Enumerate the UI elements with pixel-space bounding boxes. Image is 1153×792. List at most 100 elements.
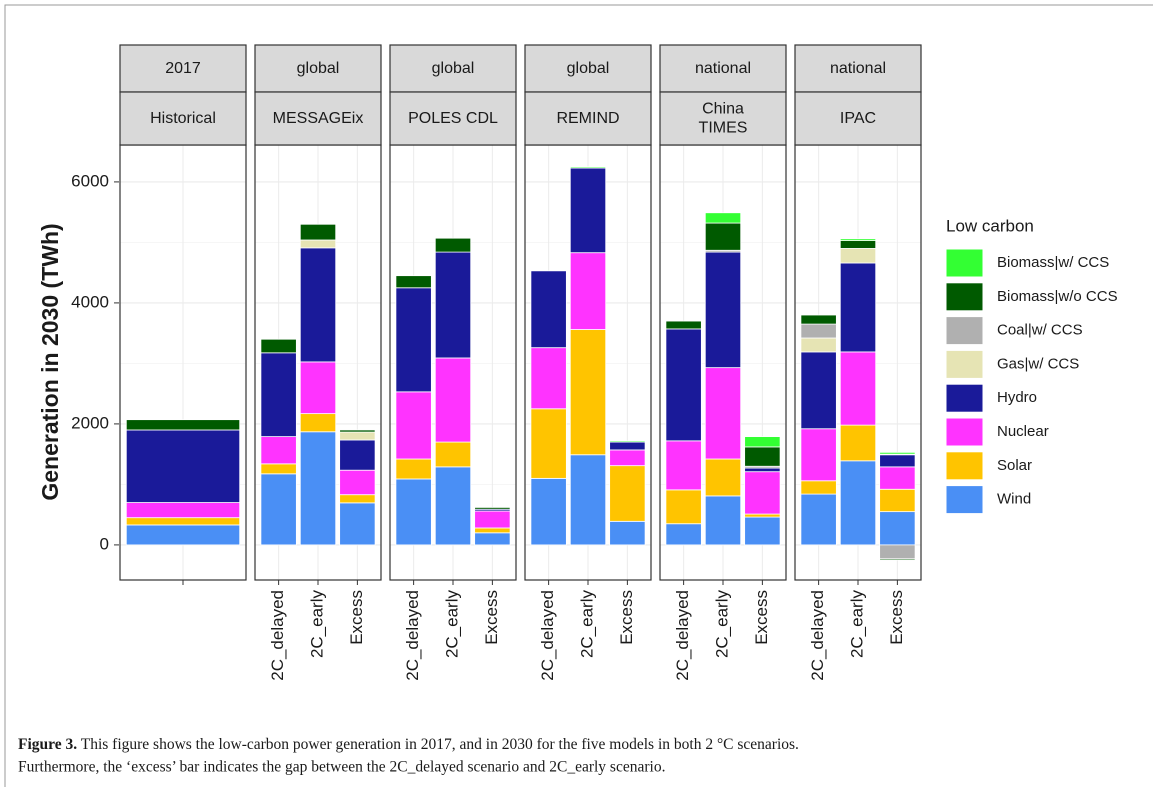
strip-top [524,44,652,93]
bar-segment [299,413,337,433]
bar-segment [260,338,297,354]
bar-segment [744,471,781,515]
bar-segment [879,454,916,468]
bar-segment [879,544,916,560]
legend-label: Biomass|w/ CCS [997,254,1109,271]
bar-segment [839,238,877,241]
bar-segment [609,440,646,443]
y-tick-label: 4000 [71,292,109,311]
bar-segment [879,488,916,513]
strip-top [389,44,517,93]
bar-segment [569,252,607,330]
bar-segment [299,239,337,249]
bar-segment [744,513,781,518]
strip-top [119,44,247,93]
strip-bottom-label: POLES CDL [408,110,498,127]
figure-frame [4,4,1153,792]
bar-segment [474,510,511,529]
bar-segment [609,441,646,451]
y-tick-label: 6000 [71,171,109,190]
caption-label: Figure 3. [18,736,77,753]
bar-segment [665,328,702,442]
bar-segment [839,424,877,462]
x-tick-label: 2C_delayed [403,590,422,681]
bar-segment [299,223,337,241]
legend-key [945,248,984,278]
bar-segment [839,262,877,353]
bar-segment [260,436,297,465]
x-tick-label: 2C_delayed [268,590,287,681]
x-tick-label: 2C_delayed [538,590,557,681]
legend-key [945,451,984,481]
strip-bottom [659,91,787,146]
legend-label: Wind [997,491,1031,508]
bar-segment [800,323,837,339]
bar-segment [665,440,702,491]
bar-segment [474,532,511,546]
strip-top [659,44,787,93]
bar-segment [395,391,432,460]
bar-segment [569,454,607,546]
bar-segment [339,494,376,504]
legend-key [945,282,984,312]
bar-segment [839,351,877,426]
bar-segment [125,517,241,526]
legend-label: Nuclear [997,423,1049,440]
legend-key [945,417,984,447]
bar-segment [339,469,376,496]
bar-segment [800,493,837,546]
y-axis-label: Generation in 2030 (TWh) [37,223,63,500]
bar-segment [299,247,337,363]
bar-segment [800,314,837,325]
bar-segment [434,466,472,546]
strip-bottom [794,91,922,146]
bar-segment [800,337,837,353]
strip-bottom-label: MESSAGEix [273,110,364,127]
strip-top [254,44,382,93]
strip-bottom [524,91,652,146]
bar-segment [260,352,297,438]
bar-segment [125,502,241,519]
y-tick-label: 2000 [71,413,109,432]
caption-line: Furthermore, the ‘excess’ bar indicates … [18,759,665,776]
bar-segment [665,523,702,546]
bar-segment [879,511,916,546]
bar-segment [744,436,781,448]
bar-segment [569,166,607,169]
bar-segment [125,429,241,503]
legend-key [945,316,984,346]
bar-segment [879,466,916,490]
legend-key [945,349,984,379]
bar-segment [339,429,376,433]
bar-segment [704,458,742,497]
strip-top [794,44,922,93]
bar-segment [744,446,781,467]
x-tick-label: 2C_early [847,590,866,659]
bar-segment [704,212,742,224]
bar-segment [839,240,877,249]
y-tick-label: 0 [100,534,109,553]
x-tick-label: Excess [347,590,366,645]
bar-segment [260,463,297,475]
bar-segment [299,361,337,415]
bar-segment [260,473,297,546]
bar-segment [530,477,567,546]
x-tick-label: Excess [617,590,636,645]
legend-label: Solar [997,457,1032,474]
bar-segment [609,520,646,546]
bar-segment [800,480,837,495]
caption-text: This figure shows the low-carbon power g… [77,736,799,753]
bar-segment [800,428,837,482]
bar-segment [879,451,916,455]
x-tick-label: 2C_early [307,590,326,659]
strip-bottom-label: China [702,101,744,118]
legend-title: Low carbon [946,216,1034,235]
strip-bottom-label: IPAC [840,110,876,127]
bar-segment [609,449,646,467]
strip-top-label: national [830,60,886,77]
bar-segment [434,251,472,359]
bar-segment [339,502,376,546]
bar-segment [395,287,432,393]
